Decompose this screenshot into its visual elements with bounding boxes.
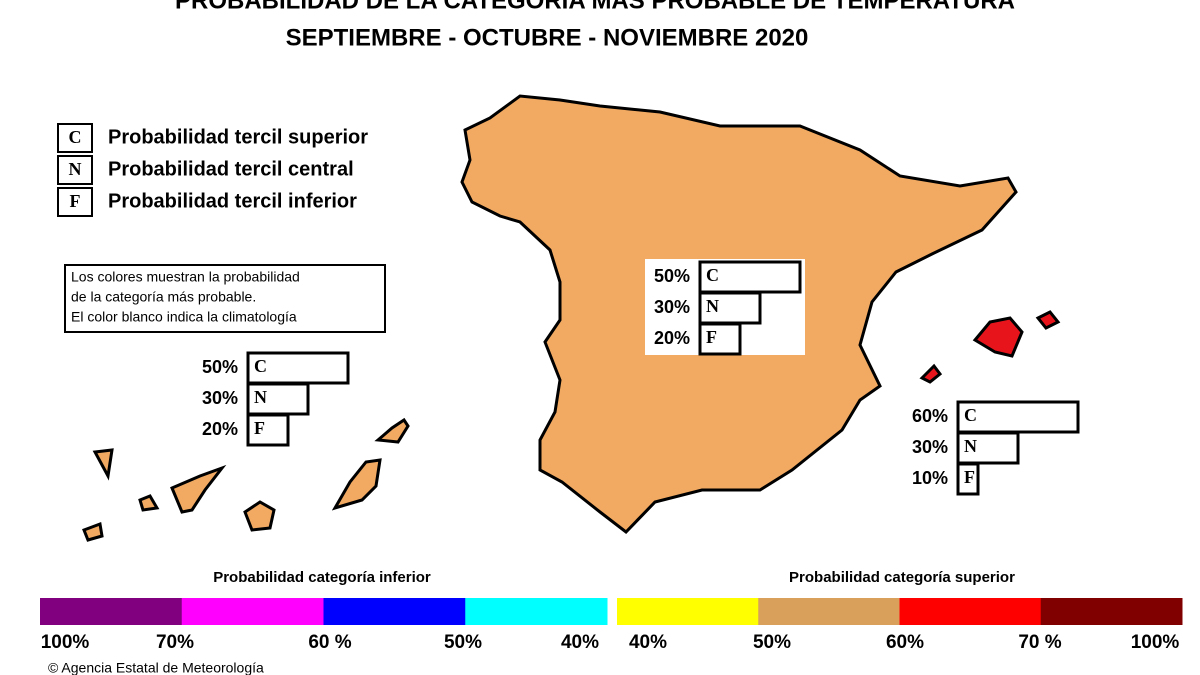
scale-swatch xyxy=(323,598,466,625)
note-line: Los colores muestran la probabilidad xyxy=(71,269,300,285)
note-line: de la categoría más probable. xyxy=(71,289,256,305)
legend-key-box xyxy=(57,123,93,153)
scale-tick: 100% xyxy=(1131,632,1180,653)
scale-tick: 70% xyxy=(156,632,194,653)
scale-swatch xyxy=(758,598,900,625)
scale-title: Probabilidad categoría superior xyxy=(789,569,1015,586)
percent-label: 60% xyxy=(912,406,948,426)
probability-bar xyxy=(246,413,290,447)
probability-bar xyxy=(246,351,350,385)
legend-label: Probabilidad tercil central xyxy=(108,158,354,180)
scale-swatch xyxy=(465,598,608,625)
bar-key: N xyxy=(254,387,267,407)
canary-islands xyxy=(82,417,410,542)
scale-swatch xyxy=(617,598,759,625)
scale-swatch xyxy=(40,598,183,625)
scale-tick: 70 % xyxy=(1018,632,1061,653)
scale-tick: 50% xyxy=(753,632,791,653)
legend-label: Probabilidad tercil inferior xyxy=(108,190,357,212)
percent-label: 20% xyxy=(654,328,690,348)
percent-label: 30% xyxy=(912,437,948,457)
legend-label: Probabilidad tercil superior xyxy=(108,126,368,148)
bar-key: F xyxy=(254,418,265,438)
scale-swatch xyxy=(1040,598,1183,625)
probability-bar xyxy=(698,260,802,294)
probability-bar xyxy=(956,462,980,496)
percent-label: 30% xyxy=(654,297,690,317)
bar-key: N xyxy=(964,436,977,456)
note-box xyxy=(64,264,386,333)
title: PROBABILIDAD DE LA CATEGORÍA MÁS PROBABL… xyxy=(175,0,1015,14)
probability-bar xyxy=(956,431,1020,465)
scale-swatch xyxy=(181,598,324,625)
scale-tick: 40% xyxy=(629,632,667,653)
bar-key: F xyxy=(706,327,717,347)
scale-tick: 60 % xyxy=(308,632,351,653)
bar-key: C xyxy=(964,405,977,425)
island xyxy=(972,316,1024,358)
bar-key: C xyxy=(254,356,267,376)
bar-key: F xyxy=(964,467,975,487)
probability-bar xyxy=(956,400,1080,434)
percent-label: 20% xyxy=(202,419,238,439)
scale-swatch xyxy=(899,598,1042,625)
scale-tick: 40% xyxy=(561,632,599,653)
scale-tick: 60% xyxy=(886,632,924,653)
subtitle: SEPTIEMBRE - OCTUBRE - NOVIEMBRE 2020 xyxy=(286,24,809,51)
bar-key: N xyxy=(706,296,719,316)
scale-tick: 100% xyxy=(41,632,90,653)
note-line: El color blanco indica la climatología xyxy=(71,309,297,325)
scale-title: Probabilidad categoría inferior xyxy=(213,569,431,586)
legend-key: F xyxy=(70,191,81,211)
probability-bar xyxy=(698,322,742,356)
legend-key: C xyxy=(69,127,82,147)
probability-bar xyxy=(698,291,762,325)
legend-key-box xyxy=(57,187,93,217)
bar-key: C xyxy=(706,265,719,285)
percent-label: 50% xyxy=(202,357,238,377)
percent-label: 30% xyxy=(202,388,238,408)
probability-bar xyxy=(246,382,310,416)
legend-key: N xyxy=(69,159,82,179)
percent-label: 50% xyxy=(654,266,690,286)
footer: © Agencia Estatal de Meteorología xyxy=(48,660,264,675)
percent-label: 10% xyxy=(912,468,948,488)
scale-tick: 50% xyxy=(444,632,482,653)
island xyxy=(1035,310,1061,330)
island xyxy=(919,363,943,384)
legend-key-box xyxy=(57,155,93,185)
